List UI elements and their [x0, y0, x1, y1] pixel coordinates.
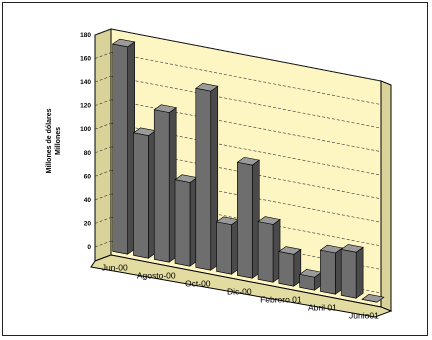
y-tick-label: 160 — [80, 56, 91, 63]
y-tick-label: 0 — [87, 244, 91, 251]
y-tick-label: 100 — [80, 126, 91, 133]
y-axis-ticks: 0 20 40 60 80 100 120 140 160 180 — [80, 32, 91, 251]
bar-side — [355, 246, 364, 299]
gridline — [110, 75, 382, 129]
bar — [174, 179, 191, 267]
gridline-side — [94, 28, 112, 36]
gridline-side — [94, 193, 112, 201]
y-axis-label-unit: Millones — [55, 127, 62, 155]
y-tick-label: 120 — [80, 103, 91, 110]
x-tick-label: Jun-00 — [102, 262, 128, 272]
x-tick-label: Dic-00 — [227, 286, 252, 296]
bar — [195, 87, 212, 271]
y-tick-label: 140 — [80, 79, 91, 86]
gridline-side — [94, 170, 112, 177]
gridline — [110, 28, 382, 82]
floor — [90, 254, 393, 318]
x-tick-label: Abril 01 — [308, 302, 337, 312]
gridline-side — [94, 99, 112, 106]
gridline-side — [94, 240, 112, 248]
bar — [257, 221, 274, 283]
left-wall — [94, 28, 112, 262]
bar — [216, 221, 232, 275]
bar — [133, 132, 149, 259]
bar — [320, 249, 336, 295]
bars — [111, 38, 385, 303]
gridline-side — [94, 122, 112, 130]
x-tick-label: Agosto-00 — [137, 270, 176, 280]
gridline — [110, 52, 382, 105]
x-tick-label: Junio01 — [349, 310, 379, 320]
bar — [237, 161, 253, 279]
chart-frame: 0 20 40 60 80 100 120 140 160 180 Jun-00 Agosto-00… — [2, 2, 428, 336]
gridline-side — [94, 146, 112, 154]
right-wall-edge — [380, 80, 392, 312]
y-axis-label: Millones de dólares — [46, 108, 53, 173]
x-axis-ticks: Jun-00 Agosto-00 Oct-00 Dic-00 Febrero 01 Abr… — [102, 262, 379, 320]
bar — [112, 43, 128, 255]
bar — [340, 249, 357, 299]
y-tick-label: 40 — [84, 197, 92, 204]
bar-chart-3d: 0 20 40 60 80 100 120 140 160 180 Jun-00 Agosto-00… — [46, 28, 393, 320]
y-tick-label: 180 — [80, 32, 91, 39]
gridline-side — [94, 75, 112, 83]
y-tick-label: 80 — [84, 150, 92, 157]
bar — [153, 109, 170, 263]
x-tick-label: Oct-00 — [185, 278, 211, 288]
bar — [299, 274, 315, 291]
x-tick-label: Febrero 01 — [260, 294, 302, 304]
y-tick-label: 60 — [84, 173, 92, 180]
gridline-side — [94, 52, 112, 59]
y-tick-label: 20 — [84, 220, 92, 227]
bar — [361, 299, 377, 303]
gridline-side — [94, 217, 112, 224]
bar — [278, 251, 295, 287]
